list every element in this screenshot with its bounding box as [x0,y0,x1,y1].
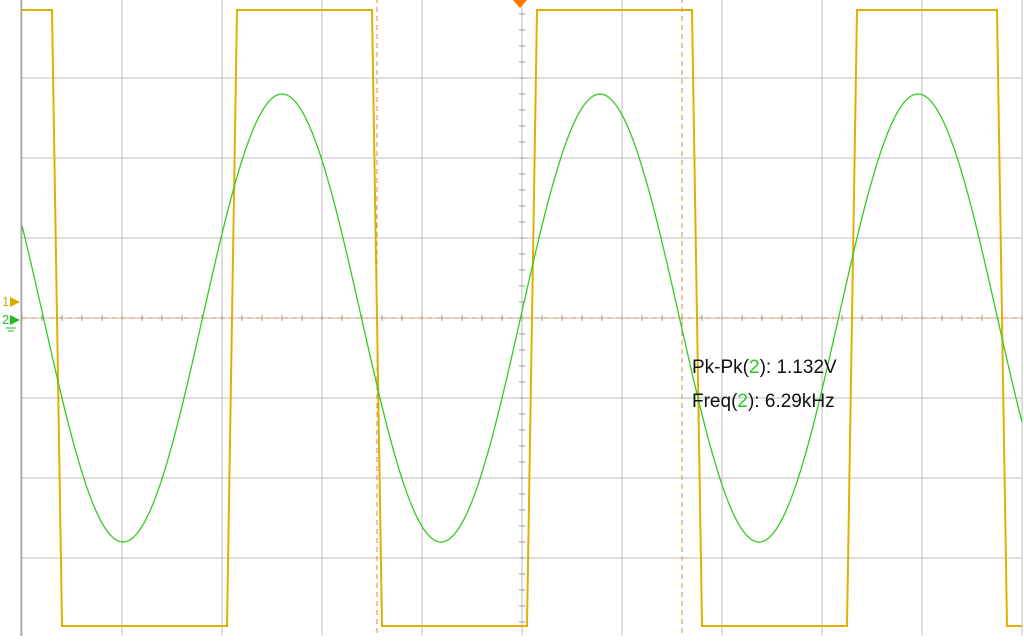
channel-2-sine-trace [21,93,1023,543]
measurement-pkpk-value: ): 1.132V [759,357,837,378]
measurement-freq-value: ): 6.29kHz [747,391,835,412]
channel-1-marker-arrow [10,297,20,307]
channel-2-marker: 2 [2,312,9,327]
channel-2-marker-arrow [10,315,20,325]
measurement-pkpk: Pk-Pk(2): 1.132V [692,357,837,379]
measurement-freq-prefix: Freq( [692,391,738,412]
trigger-position-marker [513,0,527,8]
channel-1-marker: 1 [2,294,9,309]
measurement-freq-channel: 2 [737,391,748,412]
channel-1-square-trace [22,9,1022,627]
measurement-pkpk-channel: 2 [749,357,760,378]
measurement-pkpk-prefix: Pk-Pk( [692,357,749,378]
measurement-freq: Freq(2): 6.29kHz [692,391,835,413]
